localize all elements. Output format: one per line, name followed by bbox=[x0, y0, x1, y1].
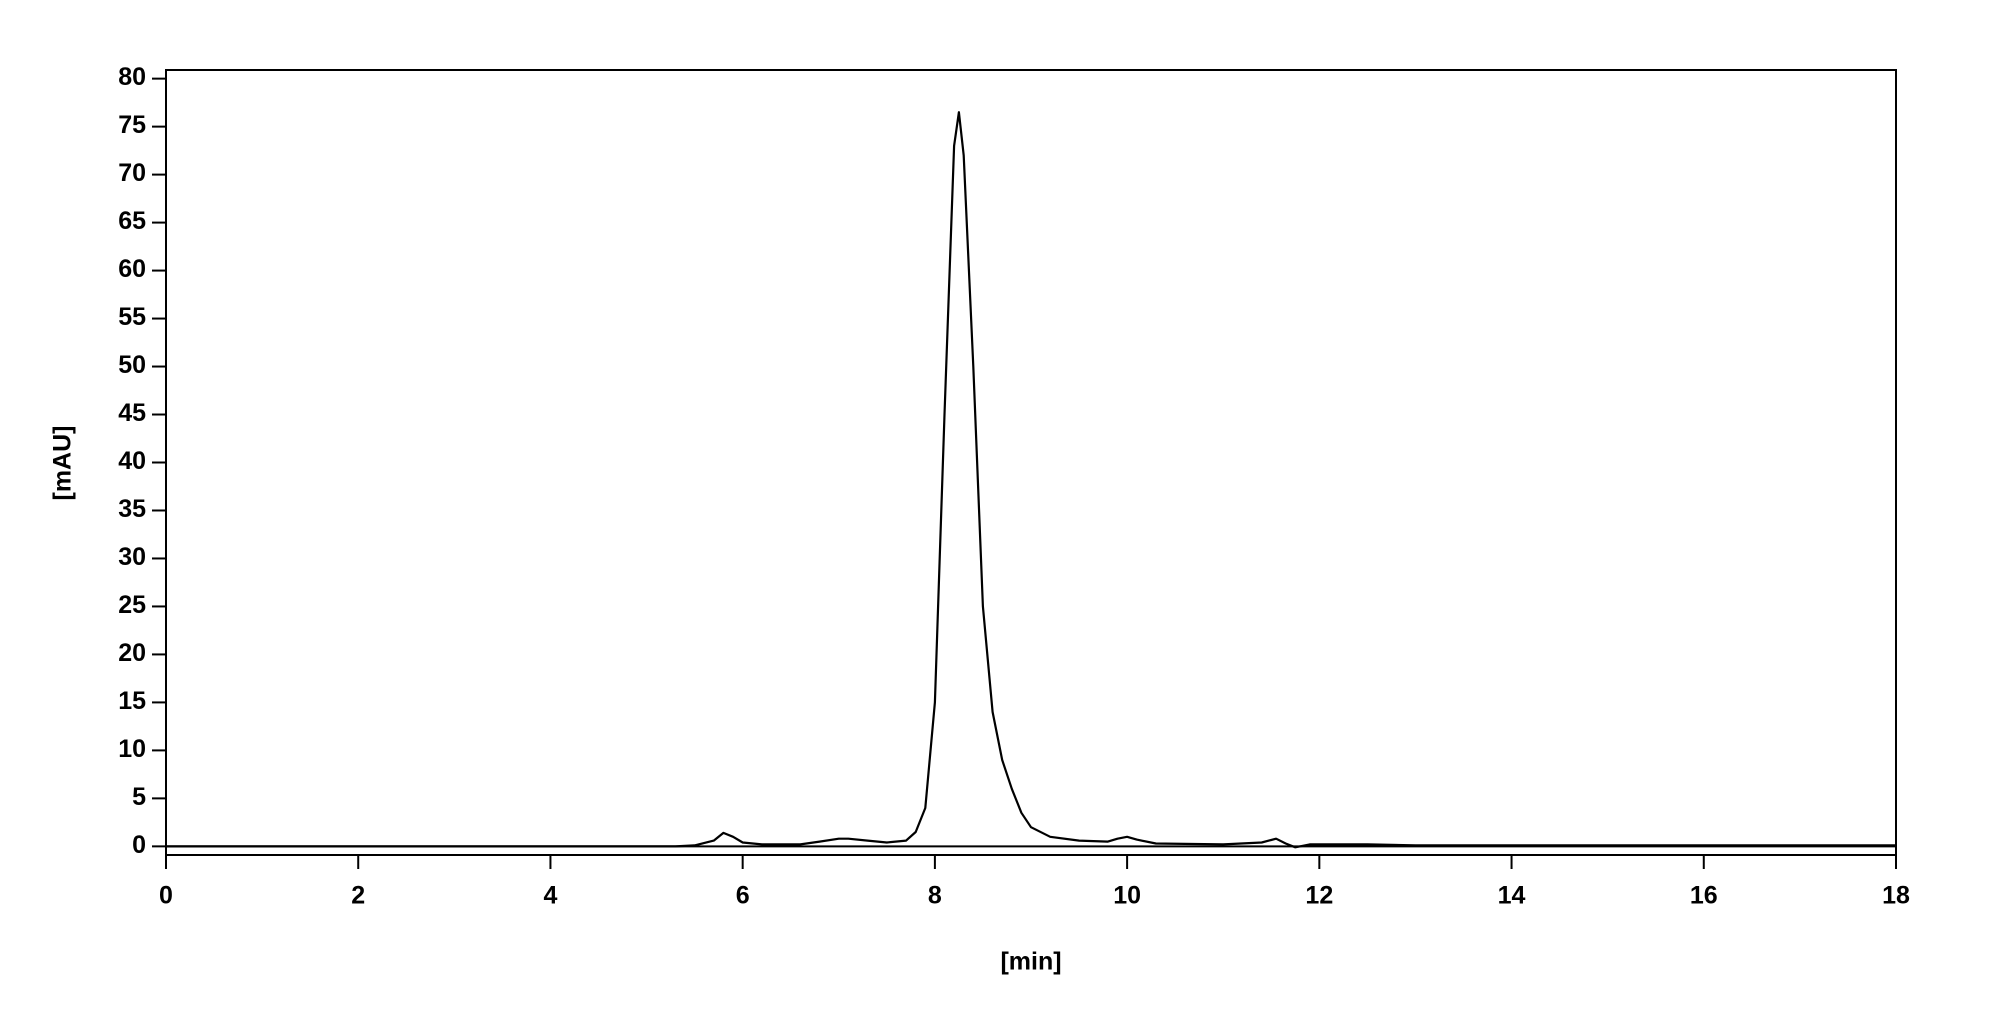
y-tick-label: 60 bbox=[118, 255, 146, 283]
y-tick-label: 45 bbox=[118, 399, 146, 427]
y-tick-label: 70 bbox=[118, 159, 146, 187]
x-tick-label: 4 bbox=[543, 882, 557, 910]
y-tick-label: 50 bbox=[118, 351, 146, 379]
y-tick-label: 65 bbox=[118, 207, 146, 235]
x-tick-label: 0 bbox=[159, 882, 173, 910]
y-tick-label: 30 bbox=[118, 543, 146, 571]
y-tick-label: 20 bbox=[118, 639, 146, 667]
x-tick-label: 14 bbox=[1498, 882, 1526, 910]
x-tick-label: 10 bbox=[1113, 882, 1141, 910]
y-tick-label: 40 bbox=[118, 447, 146, 475]
y-tick-label: 35 bbox=[118, 495, 146, 523]
x-tick-label: 18 bbox=[1882, 882, 1910, 910]
y-tick-label: 0 bbox=[132, 831, 146, 859]
y-tick-label: 15 bbox=[118, 687, 146, 715]
y-tick-label: 25 bbox=[118, 591, 146, 619]
y-tick-label: 10 bbox=[118, 735, 146, 763]
x-tick-label: 8 bbox=[928, 882, 942, 910]
chromatogram-line bbox=[166, 111, 1896, 849]
y-tick-label: 75 bbox=[118, 111, 146, 139]
y-axis-label: [mAU] bbox=[49, 426, 77, 501]
x-tick-label: 6 bbox=[736, 882, 750, 910]
y-tick-label: 80 bbox=[118, 63, 146, 91]
x-tick-label: 12 bbox=[1305, 882, 1333, 910]
x-axis-label: [min] bbox=[1000, 948, 1061, 976]
plot-frame bbox=[165, 69, 1897, 856]
y-tick-label: 55 bbox=[118, 303, 146, 331]
y-tick-label: 5 bbox=[132, 783, 146, 811]
x-tick-label: 16 bbox=[1690, 882, 1718, 910]
x-tick-label: 2 bbox=[351, 882, 365, 910]
